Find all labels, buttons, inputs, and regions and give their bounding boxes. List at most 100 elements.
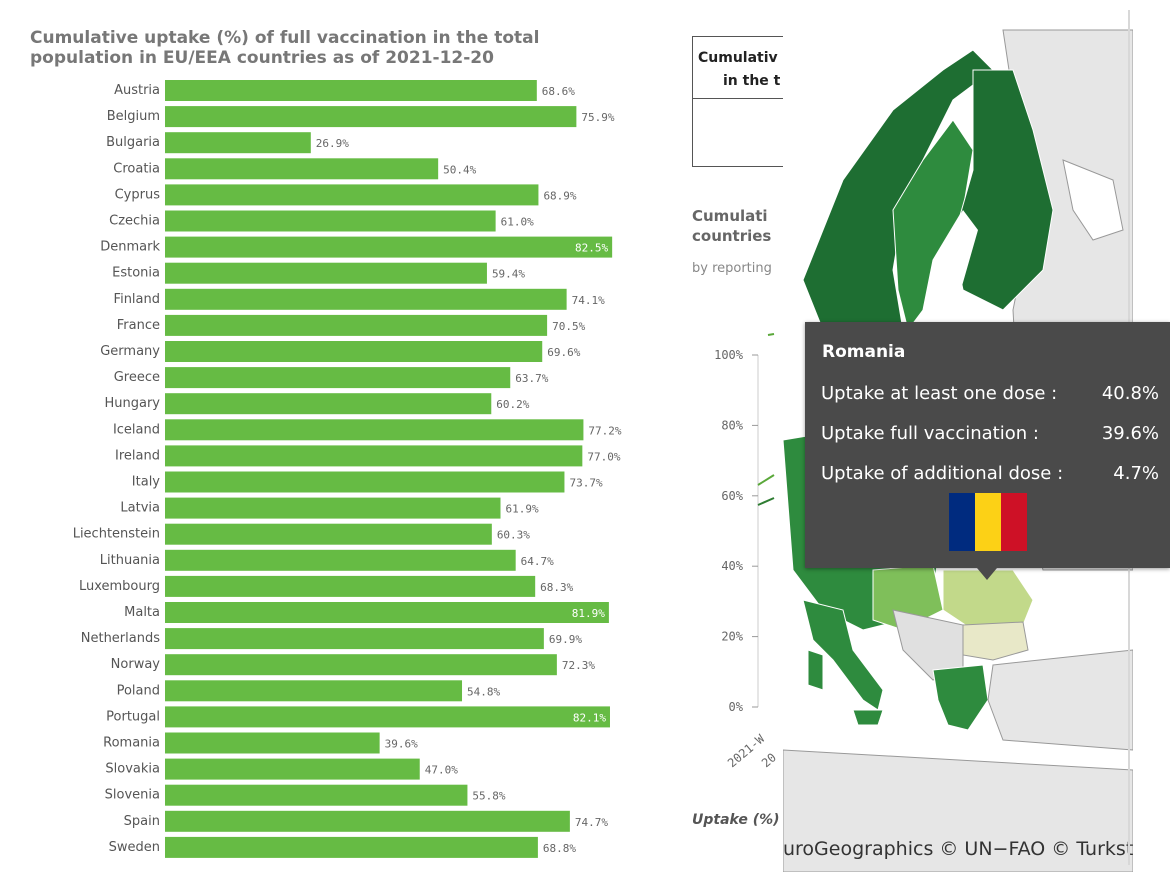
x-tick-label: 20 [759,750,779,770]
value-label: 82.5% [575,242,608,255]
value-label: 70.5% [552,320,585,333]
romania-flag [949,493,1027,551]
value-label: 47.0% [425,764,458,777]
tooltip-country: Romania [822,342,906,362]
bar[interactable] [165,471,565,493]
tooltip-label: Uptake at least one dose : [821,383,1058,404]
value-label: 68.3% [540,581,573,594]
category-label: Belgium [107,109,160,124]
value-label: 68.8% [543,842,576,855]
bar[interactable] [165,810,570,832]
bar[interactable] [165,158,439,180]
value-label: 61.9% [505,503,538,516]
category-label: Poland [117,683,160,698]
bar[interactable] [165,314,548,336]
bar[interactable] [165,419,584,441]
category-label: Austria [114,83,160,98]
category-label: Finland [114,292,160,307]
value-label: 77.2% [588,424,621,437]
value-label: 68.6% [542,85,575,98]
flag-stripe-red [1001,493,1027,551]
bar[interactable] [165,706,610,728]
category-label: Latvia [120,501,160,516]
category-label: Netherlands [81,631,160,646]
category-label: Czechia [109,214,160,229]
bar[interactable] [165,236,613,258]
category-label: Estonia [112,266,160,281]
chart-title: Cumulative uptake (%) of full vaccinatio… [30,28,540,68]
bar[interactable] [165,80,537,101]
bar[interactable] [165,367,511,389]
map-attribution: uroGeographics © UN−FAO © Turkstat [783,838,1133,860]
category-label: Sweden [109,840,160,855]
summary-table: Cumulativ in the t [692,36,792,167]
category-label: Luxembourg [79,579,160,594]
category-label: Iceland [113,422,160,437]
value-label: 81.9% [572,607,605,620]
bar[interactable] [165,132,311,154]
value-label: 61.0% [501,216,534,229]
value-label: 74.1% [572,294,605,307]
bar[interactable] [165,654,557,676]
bar[interactable] [165,628,544,650]
bar[interactable] [165,523,492,545]
bar[interactable] [165,210,496,232]
category-label: Germany [100,344,160,359]
tooltip-value: 4.7% [1113,463,1159,484]
y-tick-label: 80% [721,418,743,432]
category-label: Hungary [104,396,160,411]
uptake-axis-label: Uptake (%) [692,812,780,828]
value-label: 69.9% [549,633,582,646]
bar[interactable] [165,549,516,571]
bar[interactable] [165,758,420,780]
value-label: 69.6% [547,346,580,359]
value-label: 77.0% [587,450,620,463]
category-label: Ireland [115,448,160,463]
category-label: Malta [124,605,160,620]
category-label: Italy [132,475,161,490]
bar[interactable] [165,341,543,362]
y-tick-label: 60% [721,489,743,503]
category-label: Lithuania [100,553,160,568]
bar[interactable] [165,106,577,128]
category-label: Liechtenstein [73,527,160,542]
table-header-line1: Cumulativ [698,50,778,66]
category-label: Slovenia [105,788,160,803]
category-label: Denmark [100,240,160,255]
bar[interactable] [165,575,536,597]
category-label: France [117,318,160,333]
bar[interactable] [165,288,567,310]
bar[interactable] [165,497,501,519]
map-tooltip: Romania Uptake at least one dose : 40.8%… [805,322,1170,580]
finland-region [952,69,1054,311]
line-chart-title: Cumulati countries [692,206,777,246]
bar[interactable] [165,445,583,467]
bar[interactable] [165,784,468,806]
category-label: Croatia [113,161,160,176]
bar[interactable] [165,732,380,754]
category-label: Bulgaria [106,135,160,150]
value-label: 54.8% [467,685,500,698]
bar[interactable] [165,836,538,858]
category-label: Spain [124,814,160,829]
value-label: 68.9% [543,189,576,202]
line-chart: 100% 80% 60% 40% 20% 0% 2021-W20 [714,333,779,770]
series-line-fragment [767,333,775,336]
bar[interactable] [165,184,539,206]
category-label: Romania [103,736,160,751]
y-tick-label: 0% [729,700,744,714]
bar[interactable] [165,680,463,702]
line-title-line1: Cumulati [692,207,768,225]
tooltip-label: Uptake full vaccination : [821,423,1039,444]
bar[interactable] [165,393,492,415]
bar-chart: Austria 68.6% Belgium 75.9% Bulgaria 26.9% Cro… [73,80,622,858]
bar[interactable] [165,262,487,284]
value-label: 60.2% [496,398,529,411]
category-label: Slovakia [105,762,160,777]
bar[interactable] [165,602,609,623]
value-label: 74.7% [575,816,608,829]
value-label: 50.4% [443,163,476,176]
tooltip-value: 40.8% [1101,383,1159,404]
table-header: Cumulativ in the t [693,37,792,99]
greece-region [932,664,989,731]
